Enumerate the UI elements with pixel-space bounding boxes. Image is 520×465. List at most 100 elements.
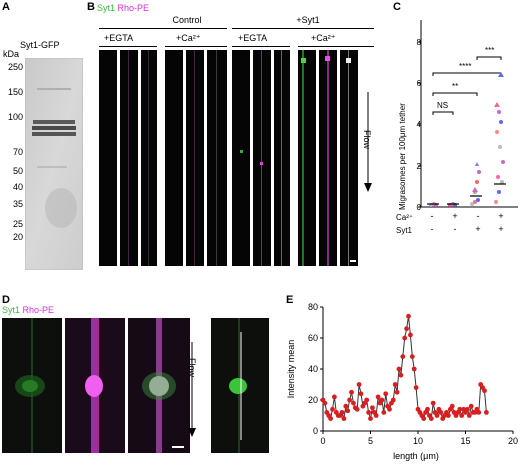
ytick-2: 2 xyxy=(416,162,421,171)
image-strip xyxy=(141,50,157,266)
e-data-point xyxy=(347,397,352,403)
e-xtick-label: 20 xyxy=(508,436,518,446)
e-data-point xyxy=(328,416,333,421)
e-data-point xyxy=(368,416,373,421)
e-points xyxy=(320,313,489,421)
gel-band xyxy=(32,126,76,130)
group-syt1-label: +Syt1 xyxy=(296,15,320,25)
marker-labels: 250 150 100 70 50 40 35 25 20 xyxy=(1,62,23,262)
e-data-point xyxy=(383,391,389,397)
e-data-point xyxy=(421,416,427,421)
row2-val: - xyxy=(430,224,434,234)
e-series-line xyxy=(322,316,487,421)
d-image-linescan xyxy=(211,318,269,453)
sig-3star: *** xyxy=(485,46,495,55)
row1-val: + xyxy=(452,211,458,221)
marker-20: 20 xyxy=(12,232,23,242)
row2-val: + xyxy=(498,224,504,234)
panel-label-d: D xyxy=(2,294,10,306)
image-strip xyxy=(232,50,250,266)
marker-35: 35 xyxy=(12,199,23,209)
e-ytick-label: 40 xyxy=(308,364,318,374)
migrasome-dot-plot xyxy=(418,20,518,208)
marker-150: 150 xyxy=(7,87,23,97)
data-points xyxy=(429,72,505,207)
e-data-point xyxy=(322,400,328,406)
image-strip xyxy=(253,50,271,266)
image-strip xyxy=(274,50,290,266)
e-data-point xyxy=(358,391,364,397)
e-data-point xyxy=(400,354,406,359)
c-ylabel: Migrasomes per 100μm tether xyxy=(398,103,407,210)
marker-50: 50 xyxy=(12,166,23,176)
e-data-point xyxy=(345,408,351,414)
e-data-point xyxy=(402,335,408,341)
panel-label-e: E xyxy=(286,294,294,306)
kda-label: kDa xyxy=(3,49,20,59)
e-xlabel: length (μm) xyxy=(393,451,439,461)
flow-arrow-d-icon xyxy=(188,342,196,437)
e-data-point xyxy=(468,403,474,409)
e-data-point xyxy=(413,385,419,390)
d-image-merge xyxy=(128,318,190,453)
scale-bar xyxy=(350,260,356,262)
e-data-point xyxy=(428,416,434,421)
mean-bars xyxy=(427,183,506,205)
gel-band xyxy=(33,120,75,124)
protein-label: Syt1-GFP xyxy=(20,40,60,50)
e-data-point xyxy=(349,389,354,395)
e-data-point xyxy=(430,400,436,406)
e-data-point xyxy=(459,413,465,418)
e-data-point xyxy=(411,366,417,372)
e-data-point xyxy=(356,382,362,387)
e-ytick-label: 60 xyxy=(308,333,318,343)
e-data-point xyxy=(434,413,440,418)
e-xtick-label: 10 xyxy=(413,436,423,446)
e-xtick-label: 15 xyxy=(460,436,470,446)
e-data-point xyxy=(343,403,349,409)
e-data-point xyxy=(457,406,463,412)
e-data-point xyxy=(406,313,411,319)
image-strip xyxy=(319,50,337,266)
row1-val: + xyxy=(498,211,504,221)
group-syt1-line xyxy=(232,28,374,29)
e-ytick-label: 80 xyxy=(308,302,318,312)
e-data-point xyxy=(370,405,375,411)
e-data-point xyxy=(341,416,347,421)
ytick-4: 4 xyxy=(416,120,421,129)
e-data-point xyxy=(375,394,381,400)
cond-egta-control: +EGTA xyxy=(104,33,134,43)
image-strip xyxy=(340,50,358,266)
channel-syt1-b: Syt1 Rho-PE xyxy=(97,3,150,13)
e-data-point xyxy=(366,410,371,415)
marker-250: 250 xyxy=(7,62,23,72)
e-ticks: 0 5 10 15 20 0 20 40 60 80 xyxy=(308,302,518,446)
e-data-point xyxy=(351,400,356,406)
cond-ca-control: +Ca²⁺ xyxy=(176,33,201,43)
e-data-point xyxy=(387,406,392,412)
e-data-point xyxy=(379,397,385,403)
e-data-point xyxy=(364,397,370,403)
panel-label-b: B xyxy=(87,1,95,13)
intensity-line-chart: 0 5 10 15 20 0 20 40 60 80 length (μm) Intensity … xyxy=(286,302,518,461)
row-syt1-label: Syt1 xyxy=(396,226,413,235)
ytick-6: 6 xyxy=(416,79,421,88)
row2-val: + xyxy=(475,224,481,234)
d-image-green xyxy=(2,318,62,453)
e-ylabel: Intensity mean xyxy=(286,340,296,399)
e-data-point xyxy=(396,366,402,372)
channel-labels-d: Syt1 Rho-PE xyxy=(2,305,55,315)
marker-100: 100 xyxy=(7,112,23,122)
image-strip xyxy=(186,50,204,266)
e-data-point xyxy=(446,413,451,418)
e-ytick-label: 20 xyxy=(308,395,318,405)
e-data-point xyxy=(438,410,444,415)
e-data-point xyxy=(404,326,409,332)
e-data-point xyxy=(354,406,360,412)
e-data-point xyxy=(449,403,455,409)
e-data-point xyxy=(465,406,470,412)
ytick-8: 8 xyxy=(416,38,421,47)
e-data-point xyxy=(381,410,387,415)
image-strip xyxy=(298,50,316,266)
y-ticks xyxy=(418,41,421,208)
